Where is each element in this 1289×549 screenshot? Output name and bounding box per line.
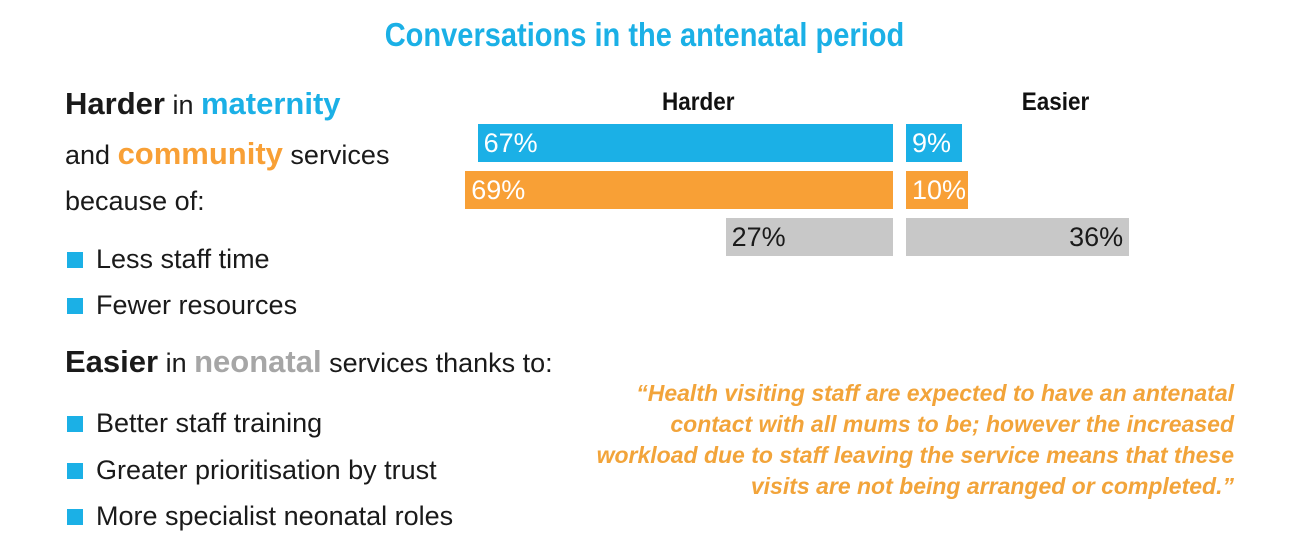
reason-label: Better staff training	[96, 408, 323, 438]
services-thanks-text: services thanks to:	[321, 348, 553, 378]
bullet-square-icon	[67, 508, 83, 525]
reason-label: Greater prioritisation by trust	[96, 455, 437, 485]
harder-bar-1: 67%	[477, 124, 893, 162]
easier-bar-label: 10%	[912, 174, 967, 205]
harder-bar-label: 69%	[471, 174, 526, 205]
easier-word: Easier	[65, 344, 159, 379]
easier-column-header: Easier	[1021, 88, 1090, 116]
harder-column-header: Harder	[662, 88, 735, 116]
harder-reason-2: Fewer resources	[67, 290, 297, 321]
and-text: and	[65, 140, 118, 170]
bullet-square-icon	[67, 297, 83, 314]
chart-title: Conversations in the antenatal period	[384, 16, 905, 53]
easier-bar-1: 9%	[906, 124, 962, 162]
harder-in: in	[164, 90, 201, 120]
bullet-square-icon	[67, 415, 83, 432]
reason-label: Fewer resources	[96, 290, 298, 320]
maternity-keyword: maternity	[200, 86, 341, 121]
community-keyword: community	[117, 136, 283, 171]
reason-label: Less staff time	[96, 244, 270, 274]
easier-reason-1: Better staff training	[67, 408, 322, 439]
because-of-text: because of:	[65, 186, 205, 216]
harder-bar-label: 67%	[483, 127, 538, 158]
easier-in: in	[158, 348, 195, 378]
easier-reason-3: More specialist neonatal roles	[67, 501, 453, 532]
bullet-square-icon	[67, 251, 83, 268]
reason-label: More specialist neonatal roles	[96, 501, 454, 531]
harder-reason-1: Less staff time	[67, 244, 270, 275]
harder-heading: Harder in maternity	[65, 86, 341, 122]
easier-bar-2: 10%	[906, 171, 968, 209]
harder-bar-label: 27%	[731, 221, 786, 252]
quote-text: “Health visiting staff are expected to h…	[596, 380, 1234, 499]
services-text: services	[282, 140, 390, 170]
harder-bar-3: 27%	[725, 218, 893, 256]
bullet-square-icon	[67, 462, 83, 479]
harder-word: Harder	[65, 86, 165, 121]
easier-bar-label: 9%	[912, 127, 952, 158]
easier-bar-3: 36%	[906, 218, 1130, 256]
easier-reason-2: Greater prioritisation by trust	[67, 455, 437, 486]
community-line: and community services	[65, 136, 389, 172]
easier-heading: Easier in neonatal services thanks to:	[65, 344, 553, 380]
neonatal-keyword: neonatal	[194, 344, 322, 379]
harder-bar-2: 69%	[465, 171, 893, 209]
easier-bar-label: 36%	[1069, 221, 1124, 252]
